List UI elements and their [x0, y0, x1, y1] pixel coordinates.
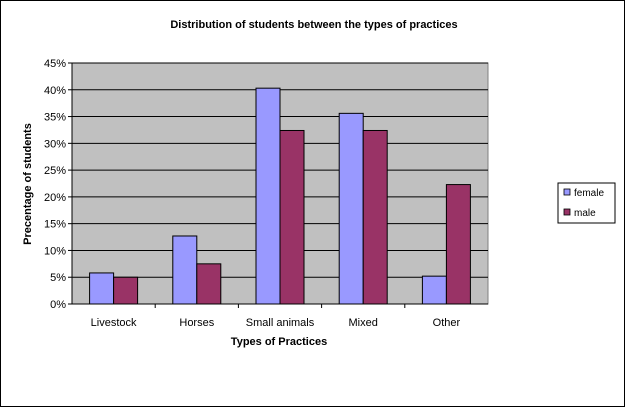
- legend-label-male: male: [574, 208, 596, 219]
- y-tick-label: 45%: [44, 58, 66, 70]
- bar-female-mixed: [338, 112, 364, 305]
- bar-female-other: [421, 275, 447, 305]
- y-tick-label: 20%: [44, 192, 66, 204]
- y-tick-label: 15%: [44, 219, 66, 231]
- x-tick-label: Livestock: [91, 317, 137, 329]
- y-tick-label: 0%: [50, 299, 66, 311]
- x-tick-label: Small animals: [246, 317, 315, 329]
- y-tick-label: 10%: [44, 245, 66, 257]
- chart-title: Distribution of students between the typ…: [170, 19, 457, 31]
- y-tick-label: 5%: [50, 272, 66, 284]
- bar-female-horses: [172, 235, 198, 305]
- x-tick-label: Mixed: [349, 317, 378, 329]
- y-tick-label: 30%: [44, 138, 66, 150]
- y-tick-label: 40%: [44, 85, 66, 97]
- bar-male-horses: [196, 263, 222, 305]
- legend-swatch-male: [563, 208, 571, 216]
- y-axis-ticks: 0% 5% 10% 15% 20% 25% 30% 35% 40% 45%: [44, 58, 72, 311]
- y-tick-label: 25%: [44, 165, 66, 177]
- y-axis-title: Precentage of students: [22, 123, 34, 245]
- x-axis-title: Types of Practices: [231, 336, 327, 348]
- bar-male-mixed: [362, 129, 388, 305]
- bar-male-other: [445, 184, 471, 305]
- bar-female-livestock: [89, 272, 115, 305]
- bars: [89, 87, 471, 305]
- x-tick-label: Horses: [179, 317, 214, 329]
- bar-male-livestock: [113, 276, 139, 305]
- bar-male-small-animals: [279, 129, 305, 305]
- legend: female male: [557, 182, 616, 224]
- legend-label-female: female: [574, 188, 604, 199]
- x-axis-ticks: Livestock Horses Small animals Mixed Other: [91, 304, 461, 329]
- legend-swatch-female: [563, 188, 571, 196]
- y-tick-label: 35%: [44, 112, 66, 124]
- x-tick-label: Other: [433, 317, 461, 329]
- bar-female-small-animals: [255, 87, 281, 305]
